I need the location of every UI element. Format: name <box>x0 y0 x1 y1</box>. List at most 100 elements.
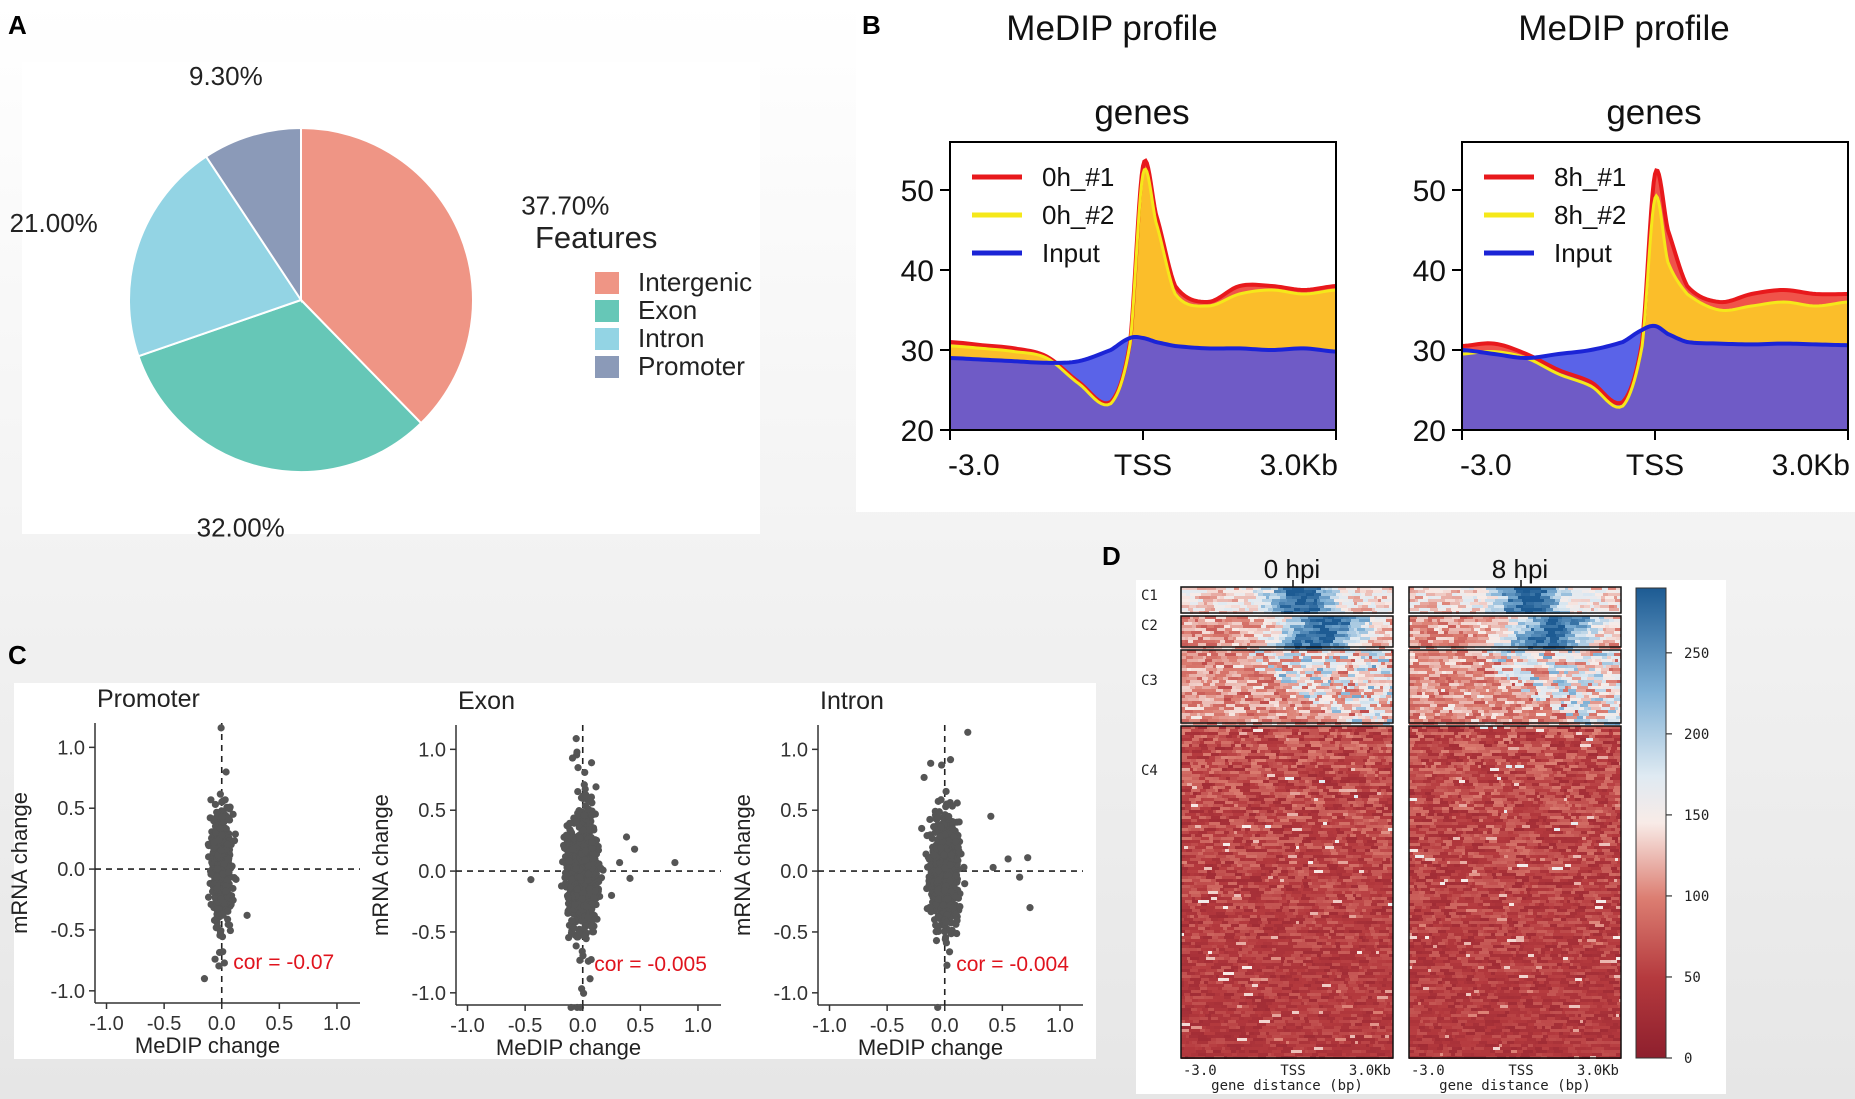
heatmap-cell <box>1274 692 1279 695</box>
heatmap-cell <box>1187 668 1191 671</box>
heatmap-cell <box>1314 599 1317 602</box>
heatmap-cell <box>1240 807 1246 810</box>
heatmap-cell <box>1181 789 1191 792</box>
scatter-point <box>579 952 587 960</box>
heatmap-cell <box>1200 813 1204 816</box>
heatmap-cell <box>1262 683 1268 686</box>
heatmap-cell <box>1213 710 1224 713</box>
scatter-point <box>927 759 935 767</box>
heatmap-cell <box>1341 692 1350 695</box>
heatmap-cell <box>1324 704 1331 707</box>
scatter-point <box>576 834 584 842</box>
heatmap-cell <box>1311 668 1314 671</box>
heatmap-cell <box>1314 798 1318 801</box>
legend-label-exon: Exon <box>638 295 697 325</box>
scatter-point <box>565 933 573 942</box>
heatmap-cell <box>1187 822 1191 825</box>
heatmap-cell <box>1374 619 1380 622</box>
scatter-point <box>572 865 580 873</box>
heatmap-cell <box>1369 698 1374 701</box>
heatmap-cell <box>1312 689 1316 692</box>
heatmap-cell <box>1191 828 1200 831</box>
heatmap-cell <box>1387 819 1391 822</box>
scatter-point <box>218 813 226 821</box>
heatmap-cell <box>1342 716 1353 719</box>
heatmap-cell <box>1294 628 1303 631</box>
heatmap-cell <box>1185 804 1191 807</box>
heatmap-cell <box>1328 713 1338 716</box>
heatmap-cell <box>1258 843 1262 846</box>
heatmap-cell <box>1337 631 1347 634</box>
heatmap-cell <box>1181 762 1190 765</box>
heatmap-cell <box>1365 668 1368 671</box>
heatmap-cell <box>1375 756 1378 759</box>
heatmap-cell <box>1271 695 1280 698</box>
heatmap-cell <box>1351 625 1361 628</box>
heatmap-cell <box>1378 756 1384 759</box>
heatmap-cell <box>1260 704 1270 707</box>
heatmap-cell <box>1349 753 1356 756</box>
heatmap-cell <box>1198 619 1205 622</box>
heatmap-cell <box>1328 834 1334 837</box>
heatmap-cell <box>1286 671 1297 674</box>
heatmap-cell <box>1386 753 1393 756</box>
scatter-point <box>940 851 948 859</box>
heatmap-cell <box>1332 689 1342 692</box>
heatmap-cell <box>1306 593 1314 596</box>
heatmap-cell <box>1254 619 1264 622</box>
scatter-point <box>936 832 944 841</box>
heatmap-cell <box>1311 744 1322 747</box>
heatmap-cell <box>1285 637 1295 640</box>
heatmap-cell <box>1276 677 1279 680</box>
heatmap-cell <box>1248 695 1253 698</box>
heatmap-cell <box>1285 786 1295 789</box>
heatmap-cell <box>1181 744 1189 747</box>
heatmap-cell <box>1280 686 1283 689</box>
heatmap-cell <box>1265 768 1271 771</box>
heatmap-cell <box>1361 735 1366 738</box>
heatmap-cell <box>1260 710 1263 713</box>
heatmap-cell <box>1237 659 1248 662</box>
heatmap-cell <box>1282 825 1292 828</box>
heatmap-cell <box>1232 643 1239 646</box>
heatmap-cell <box>1275 656 1278 659</box>
heatmap-cell <box>1199 816 1206 819</box>
heatmap-cell <box>1385 602 1393 605</box>
heatmap-cell <box>1374 625 1381 628</box>
heatmap-cell <box>1255 668 1265 671</box>
heatmap-cell <box>1207 622 1218 625</box>
heatmap-cell <box>1259 795 1269 798</box>
scatter-point <box>222 887 230 895</box>
heatmap-cell <box>1286 590 1295 593</box>
heatmap-cell <box>1306 819 1312 822</box>
heatmap-cell <box>1284 843 1295 846</box>
heatmap-cell <box>1201 837 1209 840</box>
heatmap-cell <box>1297 671 1300 674</box>
heatmap-cell <box>1347 840 1356 843</box>
scatter-point <box>243 911 251 919</box>
heatmap-cell <box>1279 704 1290 707</box>
heatmap-cell <box>1181 653 1187 656</box>
heatmap-cell <box>1241 698 1245 701</box>
heatmap-cell <box>1327 783 1338 786</box>
heatmap-cell <box>1302 828 1311 831</box>
heatmap-cell <box>1331 680 1334 683</box>
scatter-point <box>225 805 234 813</box>
heatmap-cell <box>1324 765 1331 768</box>
heatmap-cell <box>1331 780 1337 783</box>
heatmap-cell <box>1250 783 1255 786</box>
heatmap-cell <box>1274 665 1277 668</box>
heatmap-cell <box>1263 710 1269 713</box>
heatmap-cell <box>1264 774 1267 777</box>
scatter-point <box>220 959 228 967</box>
heatmap-cell <box>1374 843 1383 846</box>
heatmap-cell <box>1224 637 1228 640</box>
heatmap-cell <box>1312 816 1321 819</box>
heatmap-cell <box>1279 677 1282 680</box>
heatmap-cell <box>1326 590 1332 593</box>
heatmap-cell <box>1259 810 1267 813</box>
heatmap-cell <box>1231 689 1241 692</box>
heatmap-cell <box>1355 798 1362 801</box>
heatmap-cell <box>1239 713 1247 716</box>
heatmap-cell <box>1302 807 1305 810</box>
